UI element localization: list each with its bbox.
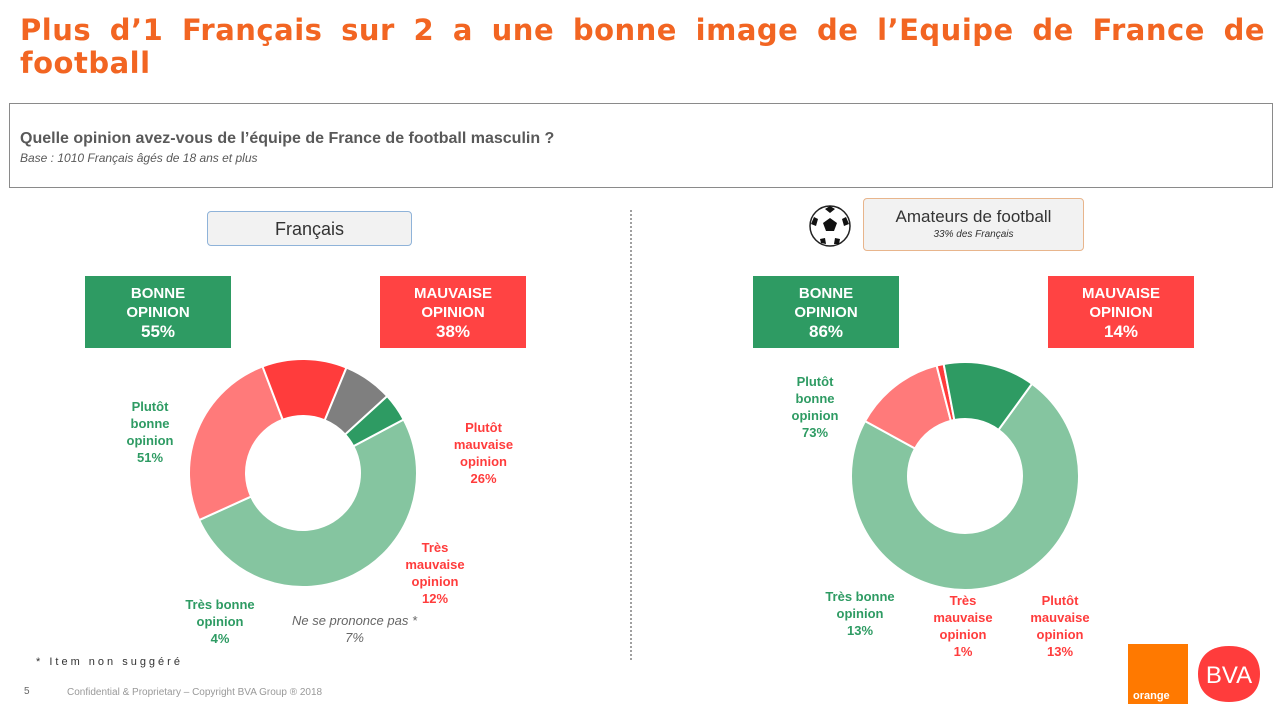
donut-slice-plutôt-bonne-opinion [850, 382, 1080, 591]
donut-slice-plutôt-mauvaise-opinion [188, 365, 285, 522]
svg-text:BVA: BVA [1206, 662, 1252, 689]
bad-box-pct: 14% [1103, 322, 1139, 341]
donut-chart-amateurs [850, 361, 1080, 591]
label-plutot-mauvaise-left: Plutôt mauvaise opinion 26% [453, 420, 514, 486]
label-plutot-bonne-left: Plutôt bonne opinion 51% [126, 399, 174, 465]
segment-label-amateurs: Amateurs de football 33% des Français [863, 198, 1084, 251]
orange-logo: orange [1128, 644, 1188, 704]
good-box-line1: BONNE [130, 285, 186, 302]
base-text: Base : 1010 Français âgés de 18 ans et p… [20, 151, 258, 165]
question-box: Quelle opinion avez-vous de l’équipe de … [9, 103, 1273, 188]
good-box-pct: 55% [140, 322, 176, 341]
label-plutot-bonne-right: Plutôt bonne opinion 73% [791, 374, 839, 440]
donut-slice-très-bonne-opinion [343, 394, 406, 448]
label-plutot-mauvaise-right: Plutôt mauvaise opinion 13% [1030, 593, 1090, 659]
bad-box-line1: MAUVAISE [1081, 285, 1161, 302]
bad-box-line1: MAUVAISE [413, 285, 493, 302]
bva-logo: BVA [1198, 646, 1260, 702]
segment-subtitle: 33% des Français [933, 229, 1014, 240]
good-box-pct: 86% [808, 322, 844, 341]
good-box-line2: OPINION [126, 304, 190, 321]
football-icon [809, 205, 851, 247]
label-tres-mauvaise-left: Très mauvaise opinion 12% [405, 540, 465, 606]
question-text: Quelle opinion avez-vous de l’équipe de … [20, 130, 555, 147]
good-opinion-box-left: BONNE OPINION 55% [85, 276, 231, 348]
footnote: * Item non suggéré [36, 656, 183, 668]
label-tres-bonne-left: Très bonne opinion 4% [185, 597, 255, 646]
bad-opinion-box-right: MAUVAISE OPINION 14% [1048, 276, 1194, 348]
orange-logo-text: orange [1133, 690, 1170, 702]
panel-divider [630, 210, 632, 660]
bad-opinion-box-left: MAUVAISE OPINION 38% [380, 276, 526, 348]
label-tres-bonne-right: Très bonne opinion 13% [825, 589, 895, 638]
page-title: Plus d’1 Français sur 2 a une bonne imag… [20, 13, 1265, 80]
donut-chart-francais [188, 358, 418, 588]
good-box-line1: BONNE [798, 285, 854, 302]
segment-title: Amateurs de football [895, 207, 1052, 226]
bad-box-line2: OPINION [421, 304, 485, 321]
label-nspp-left: Ne se prononce pas * 7% [291, 613, 418, 645]
copyright-text: Confidential & Proprietary – Copyright B… [67, 687, 323, 698]
bad-box-pct: 38% [435, 322, 471, 341]
donut-slice-très-bonne-opinion [942, 361, 1034, 432]
good-box-line2: OPINION [794, 304, 858, 321]
good-opinion-box-right: BONNE OPINION 86% [753, 276, 899, 348]
segment-label-francais: Français [207, 211, 412, 246]
bad-box-line2: OPINION [1089, 304, 1153, 321]
label-tres-mauvaise-right: Très mauvaise opinion 1% [933, 593, 993, 659]
page-number: 5 [24, 686, 30, 697]
donut-slice-plutôt-bonne-opinion [197, 418, 418, 588]
